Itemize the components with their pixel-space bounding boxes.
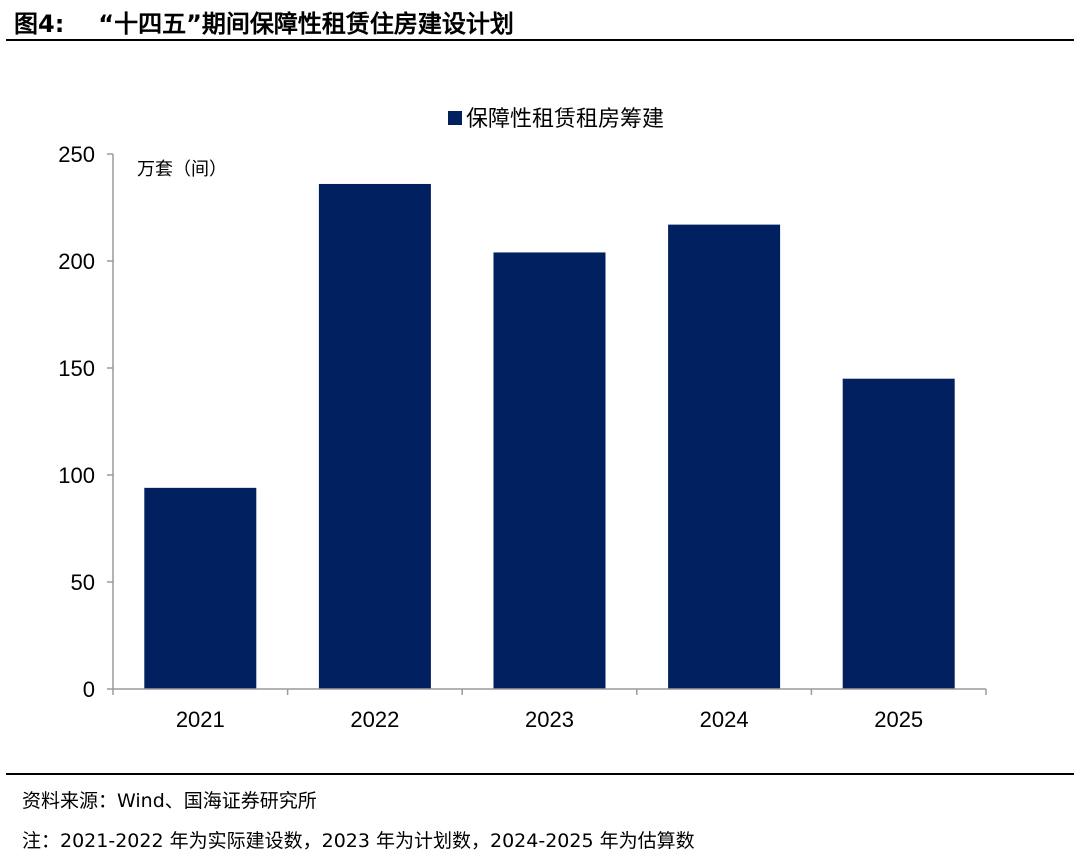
x-tick-label: 2021 xyxy=(176,707,225,732)
bar-2023 xyxy=(493,252,606,689)
bar-chart: 保障性租赁租房筹建 万套（间） 0 50 100 150 200 250 2021 2022… xyxy=(58,107,987,732)
figure-title-bar: 图4: “十四五”期间保障性租赁住房建设计划 xyxy=(14,4,1070,38)
figure-label: 图4: xyxy=(14,9,65,38)
y-axis: 0 50 100 150 200 250 xyxy=(58,142,114,702)
bar-2025 xyxy=(842,378,955,689)
legend-swatch xyxy=(448,111,462,125)
bar-2022 xyxy=(318,183,431,689)
title-rule xyxy=(6,39,1074,41)
x-tick-label: 2025 xyxy=(874,707,923,732)
y-tick-label: 200 xyxy=(58,249,95,274)
x-tick-label: 2024 xyxy=(700,707,749,732)
y-tick-label: 0 xyxy=(83,677,95,702)
legend: 保障性租赁租房筹建 xyxy=(448,107,664,132)
bar-2024 xyxy=(668,224,781,689)
source-text: 资料来源：Wind、国海证券研究所 xyxy=(22,790,317,812)
bar-2021 xyxy=(144,487,257,689)
y-tick-label: 100 xyxy=(58,463,95,488)
note-text: 注：2021-2022 年为实际建设数，2023 年为计划数，2024-2025… xyxy=(22,830,695,852)
y-tick-label: 50 xyxy=(71,570,95,595)
y-tick-label: 250 xyxy=(58,142,95,167)
footer-rule xyxy=(6,773,1074,775)
figure-title: “十四五”期间保障性租赁住房建设计划 xyxy=(98,9,514,38)
x-tick-label: 2023 xyxy=(525,707,574,732)
x-tick-label: 2022 xyxy=(350,707,399,732)
unit-label: 万套（间） xyxy=(137,159,227,180)
legend-label: 保障性租赁租房筹建 xyxy=(466,107,664,132)
bars xyxy=(144,183,955,689)
y-tick-label: 150 xyxy=(58,356,95,381)
x-axis: 2021 2022 2023 2024 2025 xyxy=(112,688,987,732)
